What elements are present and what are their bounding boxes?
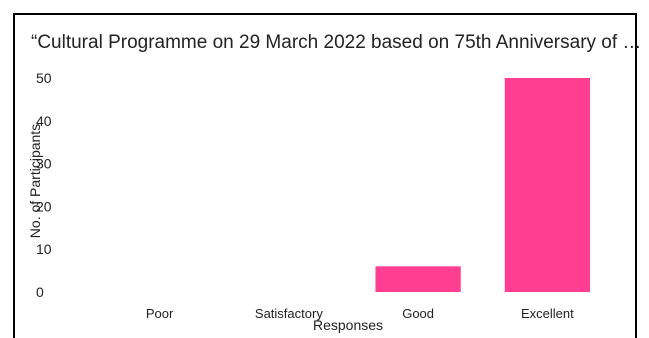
x-axis-title: Responses: [313, 317, 383, 333]
chart-title: “Cultural Programme on 29 March 2022 bas…: [31, 32, 641, 53]
y-tick-label: 30: [36, 156, 52, 172]
y-axis-title: No. of Participants: [27, 124, 43, 238]
bar: [375, 266, 461, 292]
x-tick-label: Excellent: [521, 306, 574, 321]
y-tick-label: 10: [36, 241, 52, 257]
x-tick-label: Good: [402, 306, 434, 321]
x-axis-ticks: Poor Satisfactory Good Excellent: [146, 306, 574, 321]
y-tick-label: 20: [36, 198, 52, 214]
bar: [504, 78, 591, 292]
y-axis-ticks: 0 10 20 30 40 50: [36, 70, 52, 300]
x-tick-label: Poor: [146, 306, 174, 321]
y-tick-label: 50: [36, 70, 52, 86]
y-tick-label: 40: [36, 113, 52, 129]
y-tick-label: 0: [36, 284, 44, 300]
x-tick-label: Satisfactory: [255, 306, 323, 321]
bars: [375, 78, 591, 292]
